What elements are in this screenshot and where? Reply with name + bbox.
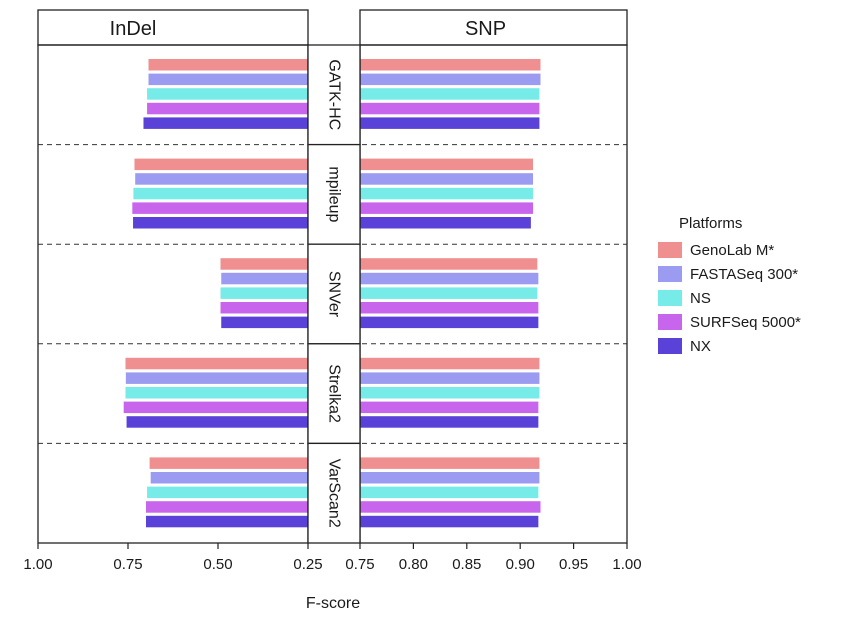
bar-snp-mpileup-nx xyxy=(360,217,531,229)
bar-snp-snver-surfseq-5000 xyxy=(360,302,539,314)
legend-label-fastaseq-300: FASTASeq 300* xyxy=(690,266,798,283)
bar-snp-mpileup-surfseq-5000 xyxy=(360,202,534,214)
x-tick-label-indel: 0.75 xyxy=(113,556,142,573)
bar-indel-gatk-hc-nx xyxy=(143,117,308,129)
bar-snp-gatk-hc-genolab-m xyxy=(360,59,541,71)
bar-snp-varscan2-ns xyxy=(360,486,539,499)
bar-indel-varscan2-fastaseq-300 xyxy=(150,472,308,484)
row-label-varscan2: VarScan2 xyxy=(326,459,343,528)
bar-snp-mpileup-ns xyxy=(360,187,534,200)
bar-indel-mpileup-ns xyxy=(133,187,308,200)
bar-indel-gatk-hc-fastaseq-300 xyxy=(148,73,308,86)
bar-snp-varscan2-genolab-m xyxy=(360,457,540,469)
bar-indel-varscan2-nx xyxy=(146,515,308,528)
bar-indel-varscan2-ns xyxy=(147,486,308,499)
row-strip-box xyxy=(307,243,361,345)
facet-header-indel: InDel xyxy=(110,18,157,40)
row-strip-box xyxy=(307,442,361,544)
bar-snp-strelka2-genolab-m xyxy=(360,357,540,370)
x-tick-label-snp: 0.90 xyxy=(506,556,535,573)
legend-swatch-fastaseq-300 xyxy=(658,266,682,282)
bar-indel-strelka2-fastaseq-300 xyxy=(125,372,308,384)
bar-indel-snver-ns xyxy=(220,287,308,299)
x-tick-label-snp: 0.75 xyxy=(345,556,374,573)
x-tick-label-snp: 1.00 xyxy=(612,556,641,573)
row-label-mpileup: mpileup xyxy=(326,166,343,222)
bar-indel-mpileup-genolab-m xyxy=(134,158,308,171)
bar-indel-gatk-hc-surfseq-5000 xyxy=(147,102,308,115)
legend: Platforms GenoLab M* FASTASeq 300* NS SURFS… xyxy=(658,215,801,355)
row-label-snver: SNVer xyxy=(326,271,343,318)
bar-snp-strelka2-ns xyxy=(360,387,540,399)
bar-indel-strelka2-ns xyxy=(125,387,308,399)
legend-swatch-nx xyxy=(658,338,682,354)
bar-snp-mpileup-fastaseq-300 xyxy=(360,173,534,185)
x-tick-label-indel: 0.25 xyxy=(293,556,322,573)
bar-snp-mpileup-genolab-m xyxy=(360,158,534,171)
bar-snp-snver-nx xyxy=(360,316,539,329)
bar-snp-gatk-hc-surfseq-5000 xyxy=(360,102,540,115)
row-strip-box xyxy=(307,44,361,146)
bar-snp-strelka2-nx xyxy=(360,416,539,428)
bar-snp-varscan2-surfseq-5000 xyxy=(360,501,541,513)
row-label-gatk-hc: GATK-HC xyxy=(326,59,343,130)
bar-snp-snver-ns xyxy=(360,287,538,299)
bar-snp-gatk-hc-nx xyxy=(360,117,540,129)
legend-label-ns: NS xyxy=(690,290,711,307)
x-tick-label-indel: 0.50 xyxy=(203,556,232,573)
legend-swatch-surfseq-5000 xyxy=(658,314,682,330)
legend-label-genolab-m: GenoLab M* xyxy=(690,242,774,259)
row-strip-box xyxy=(307,343,361,445)
bar-indel-strelka2-nx xyxy=(126,416,308,428)
bar-indel-snver-surfseq-5000 xyxy=(220,302,308,314)
x-tick-label-snp: 0.85 xyxy=(452,556,481,573)
facet-header-snp: SNP xyxy=(465,18,506,40)
bar-indel-gatk-hc-genolab-m xyxy=(148,59,308,71)
facet-header-box-indel xyxy=(37,9,309,46)
bar-indel-varscan2-surfseq-5000 xyxy=(146,501,308,513)
bar-snp-snver-fastaseq-300 xyxy=(360,272,539,285)
bars-layer xyxy=(123,59,541,528)
bar-snp-gatk-hc-ns xyxy=(360,88,540,100)
x-tick-label-snp: 0.80 xyxy=(399,556,428,573)
bar-indel-snver-nx xyxy=(221,316,308,329)
legend-swatch-ns xyxy=(658,290,682,306)
x-tick-label-snp: 0.95 xyxy=(559,556,588,573)
bar-indel-strelka2-genolab-m xyxy=(125,357,308,370)
x-axis-label: F-score xyxy=(306,595,360,612)
row-strip-box xyxy=(307,143,361,245)
bar-indel-mpileup-fastaseq-300 xyxy=(135,173,308,185)
x-tick-label-indel: 1.00 xyxy=(23,556,52,573)
bar-indel-gatk-hc-ns xyxy=(147,88,308,100)
bar-snp-gatk-hc-fastaseq-300 xyxy=(360,73,541,86)
legend-label-surfseq-5000: SURFSeq 5000* xyxy=(690,314,801,331)
bar-snp-varscan2-nx xyxy=(360,515,539,528)
bar-snp-strelka2-surfseq-5000 xyxy=(360,401,539,414)
bar-snp-varscan2-fastaseq-300 xyxy=(360,472,540,484)
frame-layer xyxy=(37,9,628,549)
bar-indel-varscan2-genolab-m xyxy=(149,457,308,469)
bar-indel-strelka2-surfseq-5000 xyxy=(123,401,309,414)
bar-indel-snver-fastaseq-300 xyxy=(221,272,308,285)
bar-indel-mpileup-nx xyxy=(133,217,308,229)
bar-indel-mpileup-surfseq-5000 xyxy=(132,202,308,214)
legend-label-nx: NX xyxy=(690,338,711,355)
row-label-strelka2: Strelka2 xyxy=(326,364,343,423)
legend-swatch-genolab-m xyxy=(658,242,682,258)
legend-title: Platforms xyxy=(679,215,742,232)
text-layer: InDel SNP GATK-HC mpileup SNVer Strelka2 VarSc… xyxy=(23,18,641,573)
bar-snp-strelka2-fastaseq-300 xyxy=(360,372,540,384)
bar-indel-snver-genolab-m xyxy=(220,258,308,270)
bar-snp-snver-genolab-m xyxy=(360,258,538,270)
